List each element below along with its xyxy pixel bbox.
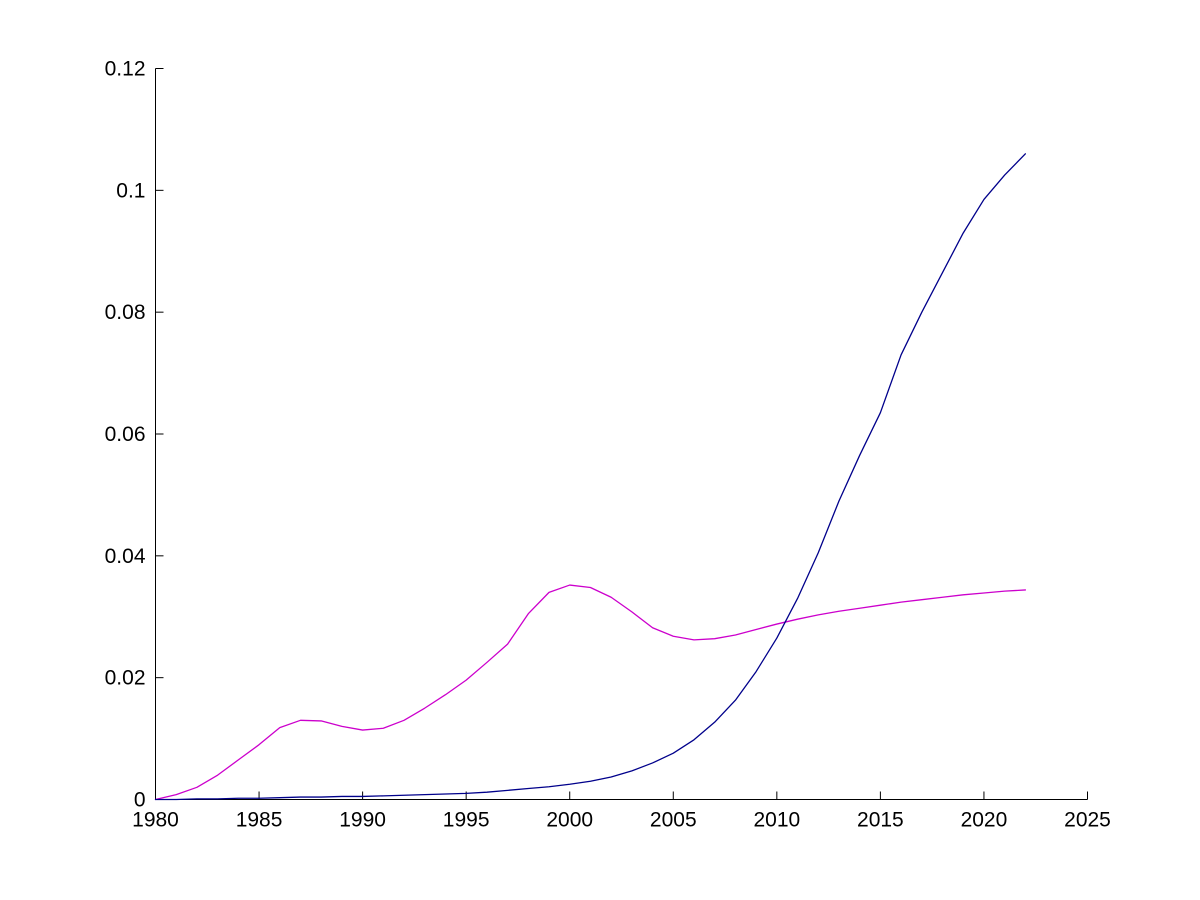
x-tick-label: 1980 — [132, 809, 179, 832]
x-tick-label: 1990 — [339, 809, 386, 832]
x-tick-label: 2005 — [650, 809, 697, 832]
y-tick-label: 0.1 — [116, 179, 145, 202]
y-tick-label: 0.04 — [105, 545, 146, 568]
y-tick-label: 0.08 — [105, 301, 146, 324]
x-tick-label: 2020 — [961, 809, 1008, 832]
x-tick-label: 2000 — [546, 809, 593, 832]
x-tick-label: 1985 — [236, 809, 283, 832]
series-line-blue-series — [154, 153, 1027, 801]
y-tick-label: 0.02 — [105, 667, 146, 690]
x-tick-label: 2010 — [753, 809, 800, 832]
y-tick-label: 0 — [134, 789, 146, 812]
y-tick-label: 0.12 — [105, 58, 146, 81]
x-tick-label: 2015 — [857, 809, 904, 832]
series-line-magenta-series — [154, 584, 1027, 801]
x-tick-label: 2025 — [1064, 809, 1111, 832]
x-tick-label: 1995 — [443, 809, 490, 832]
y-tick-label: 0.06 — [105, 423, 146, 446]
